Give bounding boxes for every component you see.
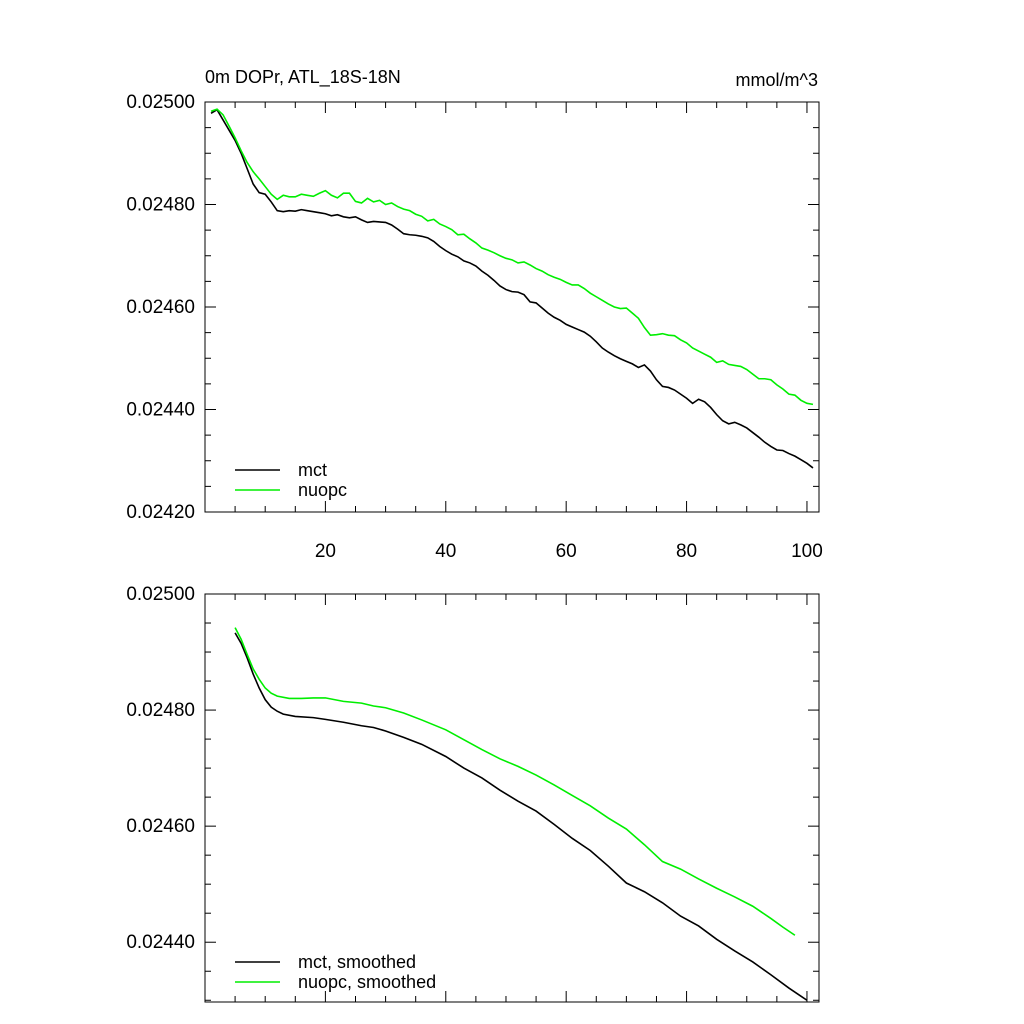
legend-label: nuopc xyxy=(298,480,347,500)
plot-frame xyxy=(204,101,820,513)
top-chart-panel: 0m DOPr, ATL_18S-18N mmol/m^3 0.02420 0.0… xyxy=(126,67,822,562)
y-tick-label: 0.02480 xyxy=(126,700,195,721)
y-tick-label: 0.02460 xyxy=(126,816,195,837)
x-tick-label: 100 xyxy=(791,541,823,562)
series-line-nuopc xyxy=(210,108,814,406)
x-tick-label: 40 xyxy=(435,541,456,562)
y-tick-label: 0.02440 xyxy=(126,400,195,421)
plot-frame xyxy=(204,593,820,1003)
chart-title: 0m DOPr, ATL_18S-18N xyxy=(205,67,401,88)
units-label: mmol/m^3 xyxy=(736,70,818,90)
legend-label: mct xyxy=(298,460,327,480)
series-line-mct xyxy=(210,108,814,469)
y-tick-label: 0.02500 xyxy=(126,584,195,605)
series-line-nuopc-smoothed xyxy=(234,627,796,936)
bottom-chart-panel: 0.02440 0.02460 0.02480 0.02500 mct, smoothe… xyxy=(126,584,820,1003)
x-tick-label: 80 xyxy=(676,541,697,562)
y-tick-label: 0.02500 xyxy=(126,92,195,113)
y-tick-label: 0.02440 xyxy=(126,932,195,953)
legend-label: mct, smoothed xyxy=(298,952,416,972)
x-tick-label: 20 xyxy=(315,541,336,562)
y-tick-label: 0.02420 xyxy=(126,502,195,523)
legend-label: nuopc, smoothed xyxy=(298,972,436,992)
y-tick-label: 0.02480 xyxy=(126,195,195,216)
y-tick-label: 0.02460 xyxy=(126,297,195,318)
series-line-mct-smoothed xyxy=(234,632,808,1001)
x-tick-label: 60 xyxy=(556,541,577,562)
